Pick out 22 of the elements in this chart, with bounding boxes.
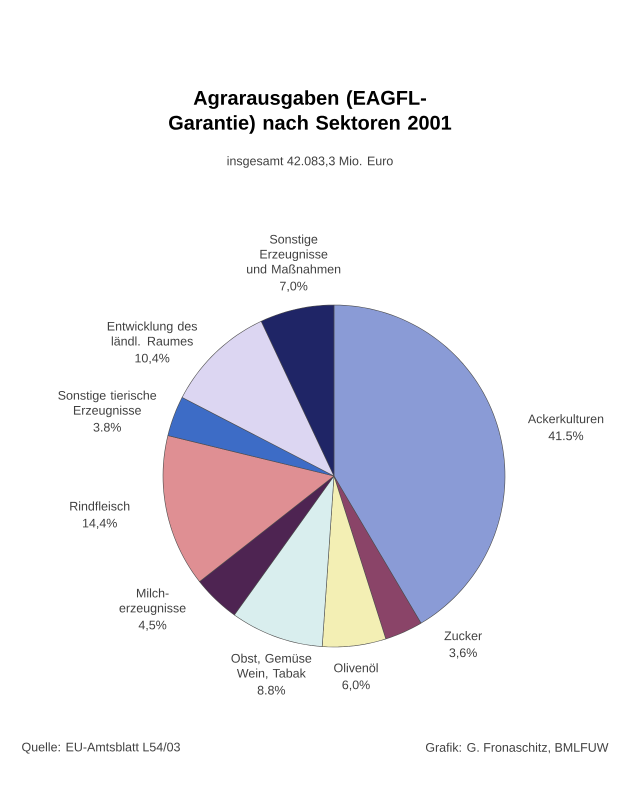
slice-label: Sonstige Erzeugnisse und Maßnahmen bbox=[246, 234, 340, 274]
data-label: 8.8% bbox=[258, 686, 285, 695]
chart-title: Agrarausgaben (EAGFL- Garantie) nach Sektoren 2001 bbox=[168, 90, 452, 134]
data-label: 41.5% bbox=[548, 431, 584, 440]
data-label: 7,0% bbox=[280, 282, 308, 292]
source-note: Quelle: EU-Amtsblatt L54/03 bbox=[22, 742, 180, 754]
data-label: 3.8% bbox=[93, 422, 121, 432]
slice-label: Ackerkulturen bbox=[528, 414, 604, 424]
slice-label: Rindfleisch bbox=[70, 501, 130, 511]
slice-label: Olivenöl bbox=[334, 663, 378, 672]
slice-label: Obst, Gemüse Wein, Tabak bbox=[231, 654, 312, 680]
slice-label: Entwicklung des ländl. Raumes bbox=[108, 321, 197, 346]
data-label: 6,0% bbox=[342, 680, 370, 691]
chart-subtitle: insgesamt 42.083,3 Mio. Euro bbox=[227, 156, 393, 168]
slice-label: Sonstige tierische Erzeugnisse bbox=[58, 390, 156, 418]
data-label: 10,4% bbox=[135, 354, 170, 364]
data-label: 14,4% bbox=[82, 518, 117, 529]
text: Grafik: G. Fronaschitz, BMLFUW bbox=[426, 742, 608, 754]
slice-label: Zucker bbox=[444, 631, 482, 640]
data-label: 4,5% bbox=[138, 620, 166, 631]
slice-label: Milch- erzeugnisse bbox=[119, 588, 186, 615]
data-label: 3,6% bbox=[449, 648, 477, 659]
